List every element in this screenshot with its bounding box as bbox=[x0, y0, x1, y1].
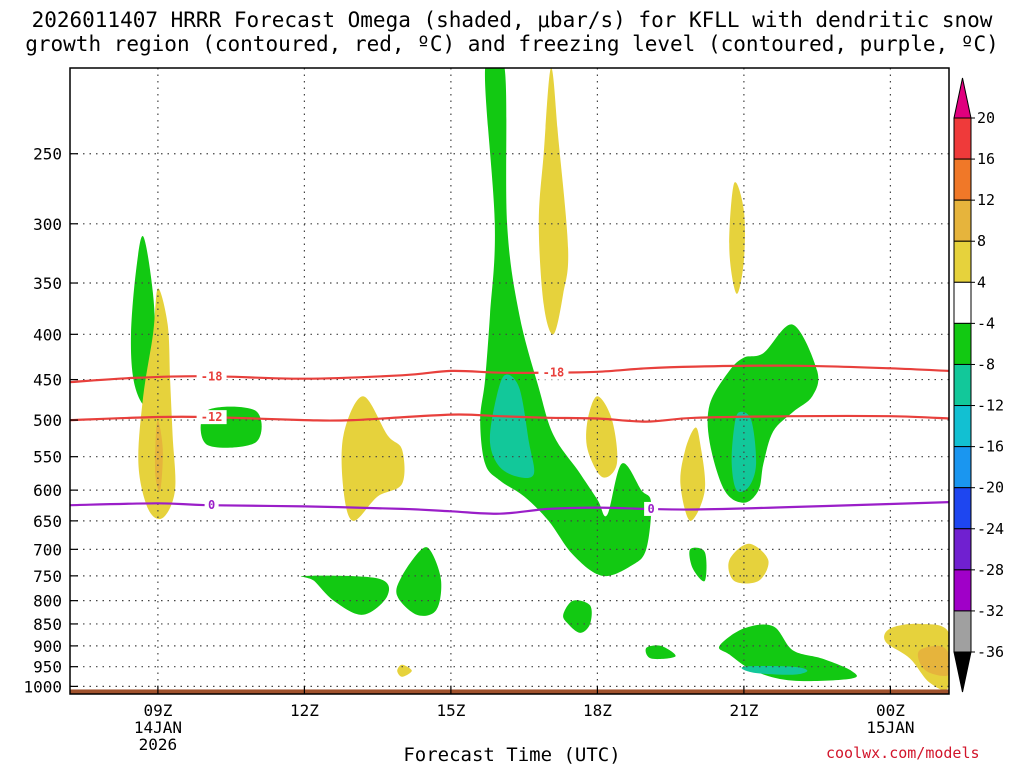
colorbar-bin-4 bbox=[953, 281, 972, 324]
x-tick-date-09Z: 14JAN bbox=[134, 718, 182, 737]
colorbar: 20 16 12 8 4 -4 -8 -12 -16 -20 -24 -28 -32 -36 bbox=[953, 77, 1004, 693]
colorbar-bin-7 bbox=[953, 405, 972, 448]
x-tick-label-09Z: 09Z bbox=[143, 701, 172, 720]
colorbar-label-6: -8 bbox=[977, 355, 995, 373]
contour-label-2-0: 0 bbox=[208, 498, 215, 512]
y-tick-label-700: 700 bbox=[33, 540, 62, 559]
colorbar-bin-5 bbox=[953, 322, 972, 365]
x-axis-title: Forecast Time (UTC) bbox=[403, 744, 621, 766]
omega-region--8to-4-4 bbox=[300, 575, 390, 615]
temperature-contours: -18 -18 -12 0 0 bbox=[70, 364, 949, 516]
omega-region-4to8-20 bbox=[397, 664, 412, 677]
omega-region--12to-8-12 bbox=[741, 666, 808, 675]
omega-region-4to8-15 bbox=[538, 68, 569, 335]
omega-region--8to-4-2 bbox=[480, 68, 652, 577]
omega-region-8to12-23 bbox=[917, 645, 949, 676]
omega-region--12to-8-10 bbox=[489, 374, 535, 479]
chart-title-line-1: 2026011407 HRRR Forecast Omega (shaded, … bbox=[31, 8, 993, 32]
colorbar-label-13: -36 bbox=[977, 643, 1004, 661]
omega-region--8to-4-6 bbox=[563, 600, 592, 633]
x-tick-label-18Z: 18Z bbox=[583, 701, 612, 720]
y-tick-label-750: 750 bbox=[33, 567, 62, 586]
chart-title-line-2: growth region (contoured, red, ºC) and f… bbox=[25, 32, 999, 56]
x-tick-label-21Z: 21Z bbox=[729, 701, 758, 720]
ground-terrain bbox=[70, 689, 949, 694]
y-tick-label-350: 350 bbox=[33, 274, 62, 293]
y-tick-label-500: 500 bbox=[33, 411, 62, 430]
omega-region-4to8-19 bbox=[728, 543, 769, 584]
x-tick-label-12Z: 12Z bbox=[290, 701, 319, 720]
colorbar-top-triangle bbox=[953, 77, 972, 119]
contour-label-bg-2-1 bbox=[644, 501, 659, 516]
contour-label-bg-0-1 bbox=[538, 365, 569, 380]
contour-label-2-1: 0 bbox=[647, 502, 654, 516]
colorbar-bin-8 bbox=[953, 446, 972, 489]
y-tick-label-800: 800 bbox=[33, 592, 62, 611]
colorbar-label-2: 12 bbox=[977, 191, 995, 209]
colorbar-label-9: -20 bbox=[977, 479, 1004, 497]
colorbar-label-7: -12 bbox=[977, 397, 1004, 415]
omega-region-4to8-18 bbox=[729, 182, 745, 294]
colorbar-bin-12 bbox=[953, 610, 972, 653]
colorbar-label-8: -16 bbox=[977, 438, 1004, 456]
colorbar-bin-2 bbox=[953, 199, 972, 242]
omega-region-4to8-13 bbox=[138, 288, 176, 520]
colorbar-label-10: -24 bbox=[977, 520, 1004, 538]
omega-region--8to-4-7 bbox=[689, 547, 707, 582]
y-tick-label-600: 600 bbox=[33, 481, 62, 500]
colorbar-bin-10 bbox=[953, 528, 972, 571]
y-tick-label-450: 450 bbox=[33, 371, 62, 390]
contour-label-0-1: -18 bbox=[543, 366, 565, 380]
y-tick-label-850: 850 bbox=[33, 615, 62, 634]
ground-terrain-fill bbox=[70, 689, 949, 694]
y-tick-label-250: 250 bbox=[33, 145, 62, 164]
y-tick-label-900: 900 bbox=[33, 637, 62, 656]
y-tick-label-650: 650 bbox=[33, 512, 62, 531]
omega-region-4to8-14 bbox=[341, 396, 405, 521]
omega-region-4to8-16 bbox=[586, 396, 618, 478]
contour-label-1-0: -12 bbox=[201, 410, 223, 424]
y-tick-label-950: 950 bbox=[33, 658, 62, 677]
colorbar-bin-1 bbox=[953, 158, 972, 201]
contour-label-bg-2-0 bbox=[204, 498, 219, 513]
y-tick-label-400: 400 bbox=[33, 325, 62, 344]
colorbar-label-1: 16 bbox=[977, 150, 995, 168]
x-tick-year-09Z: 2026 bbox=[139, 735, 178, 754]
contour-line-2 bbox=[70, 501, 949, 515]
colorbar-bin-9 bbox=[953, 487, 972, 530]
colorbar-label-12: -32 bbox=[977, 602, 1004, 620]
colorbar-label-4: 4 bbox=[977, 273, 986, 291]
colorbar-label-5: -4 bbox=[977, 314, 995, 332]
contour-label-0-0: -18 bbox=[201, 369, 223, 383]
x-tick-date-00Z: 15JAN bbox=[866, 718, 914, 737]
y-axis: 250 300 350 400 450 500 550 600 650 700 750 800 850 9… bbox=[23, 145, 78, 696]
colorbar-label-0: 20 bbox=[977, 109, 995, 127]
plot-frame bbox=[69, 67, 950, 695]
source-credit[interactable]: coolwx.com/models bbox=[826, 744, 980, 762]
colorbar-bottom-triangle bbox=[953, 651, 972, 693]
omega-region-4to8-17 bbox=[680, 427, 706, 521]
pressure-gridlines bbox=[70, 68, 949, 694]
colorbar-bin-3 bbox=[953, 240, 972, 283]
colorbar-bin-11 bbox=[953, 569, 972, 612]
x-tick-label-15Z: 15Z bbox=[436, 701, 465, 720]
colorbar-label-11: -28 bbox=[977, 561, 1004, 579]
colorbar-bin-6 bbox=[953, 363, 972, 407]
omega-region--8to-4-8 bbox=[645, 645, 676, 660]
omega-region--8to-4-5 bbox=[396, 547, 442, 616]
omega-region--8to-4-3 bbox=[707, 324, 819, 503]
omega-region-8to12-22 bbox=[154, 420, 163, 492]
x-tick-label-00Z: 00Z bbox=[876, 701, 905, 720]
y-tick-label-1000: 1000 bbox=[23, 677, 62, 696]
contour-label-bg-1-0 bbox=[196, 410, 227, 425]
colorbar-label-3: 8 bbox=[977, 232, 986, 250]
contour-label-bg-0-0 bbox=[196, 369, 227, 384]
y-tick-label-300: 300 bbox=[33, 215, 62, 234]
y-tick-label-550: 550 bbox=[33, 448, 62, 467]
colorbar-bin-0 bbox=[953, 117, 972, 160]
